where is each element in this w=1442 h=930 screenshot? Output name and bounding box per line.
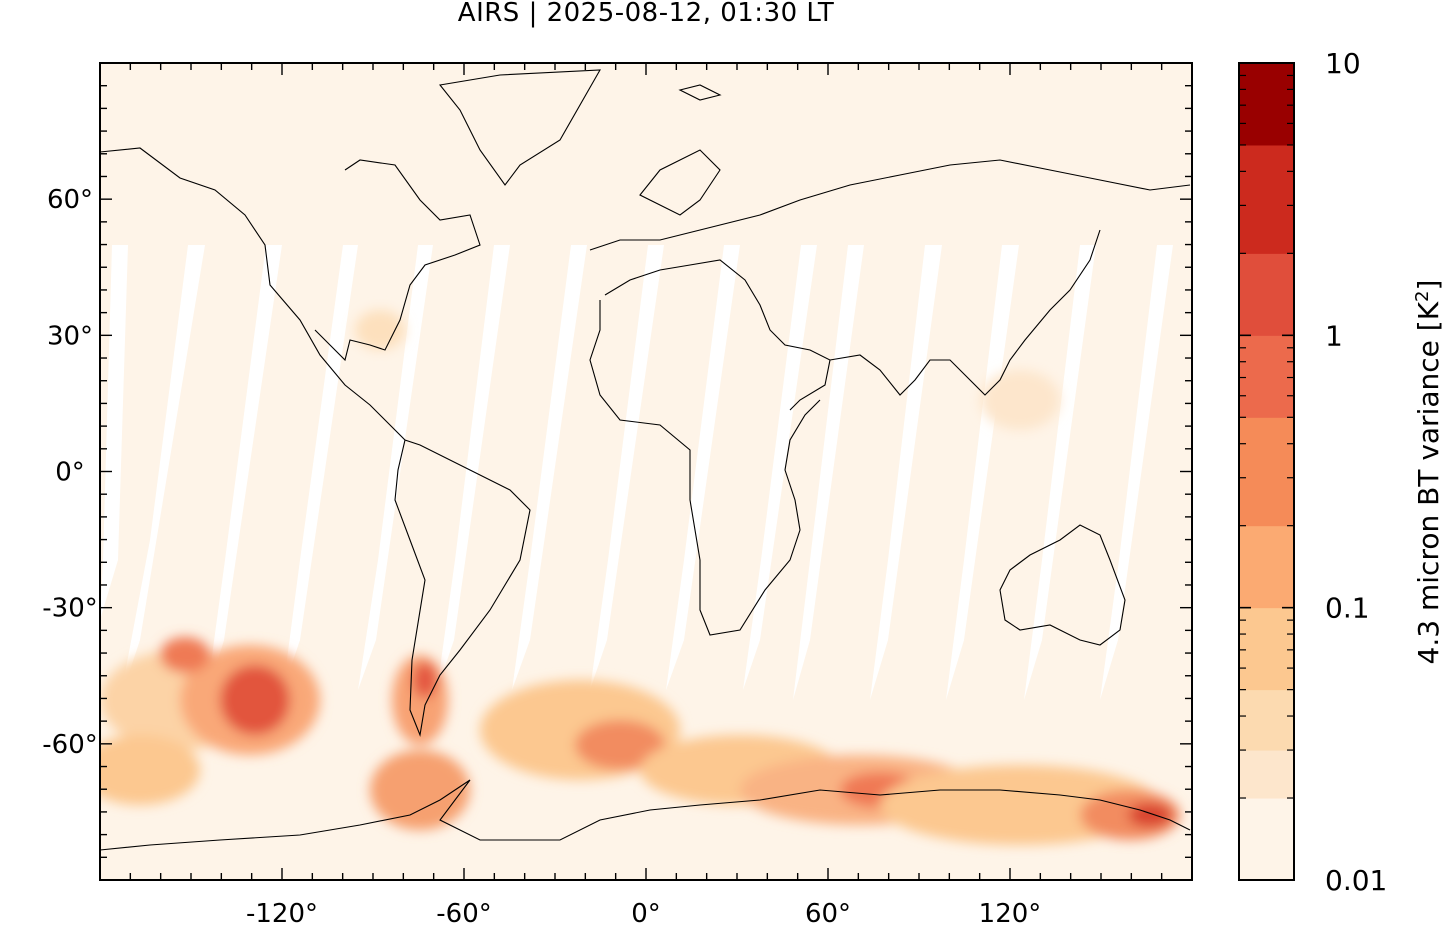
x-tick-label: 0° [631, 899, 661, 929]
x-tick-label: 120° [979, 899, 1042, 929]
y-tick-label: -30° [42, 594, 97, 624]
y-tick-label: 0° [55, 458, 85, 488]
colorbar-segment [1239, 525, 1294, 609]
map-title: AIRS | 2025-08-12, 01:30 LT [457, 0, 835, 28]
colorbar-segment [1239, 335, 1294, 418]
colorbar-segment [1239, 689, 1294, 751]
x-tick-label: 60° [805, 899, 851, 929]
variance-field [100, 310, 1180, 845]
y-tick-label: -60° [42, 730, 97, 760]
colorbar-segment [1239, 63, 1294, 146]
colorbar-tick-label: 0.1 [1325, 592, 1370, 625]
y-tick-label: 30° [47, 321, 93, 351]
colorbar [1238, 62, 1295, 881]
colorbar-segment [1239, 253, 1294, 336]
colorbar-segment [1239, 607, 1294, 691]
x-axis: -120° -60° 0° 60° 120° [129, 63, 1163, 929]
colorbar-frame [1238, 62, 1295, 881]
colorbar-title: 4.3 micron BT variance [K2] [1412, 280, 1442, 665]
colorbar-ticks: 10 1 0.1 0.01 [1239, 47, 1387, 897]
y-axis: 60° 30° 0° -30° -60° [42, 84, 1192, 859]
colorbar-tick-label: 10 [1325, 47, 1361, 80]
orbit-gaps [100, 245, 1173, 700]
colorbar-segment [1239, 144, 1294, 254]
colorbar-segment [1239, 798, 1294, 881]
y-tick-label: 60° [47, 185, 93, 215]
coastlines [100, 69, 1191, 851]
colorbar-segment [1239, 750, 1294, 799]
colorbar-tick-label: 1 [1325, 319, 1343, 352]
colorbar-tick-label: 0.01 [1325, 864, 1387, 897]
x-tick-label: -60° [436, 899, 491, 929]
colorbar-segment [1239, 417, 1294, 527]
x-tick-label: -120° [246, 899, 318, 929]
